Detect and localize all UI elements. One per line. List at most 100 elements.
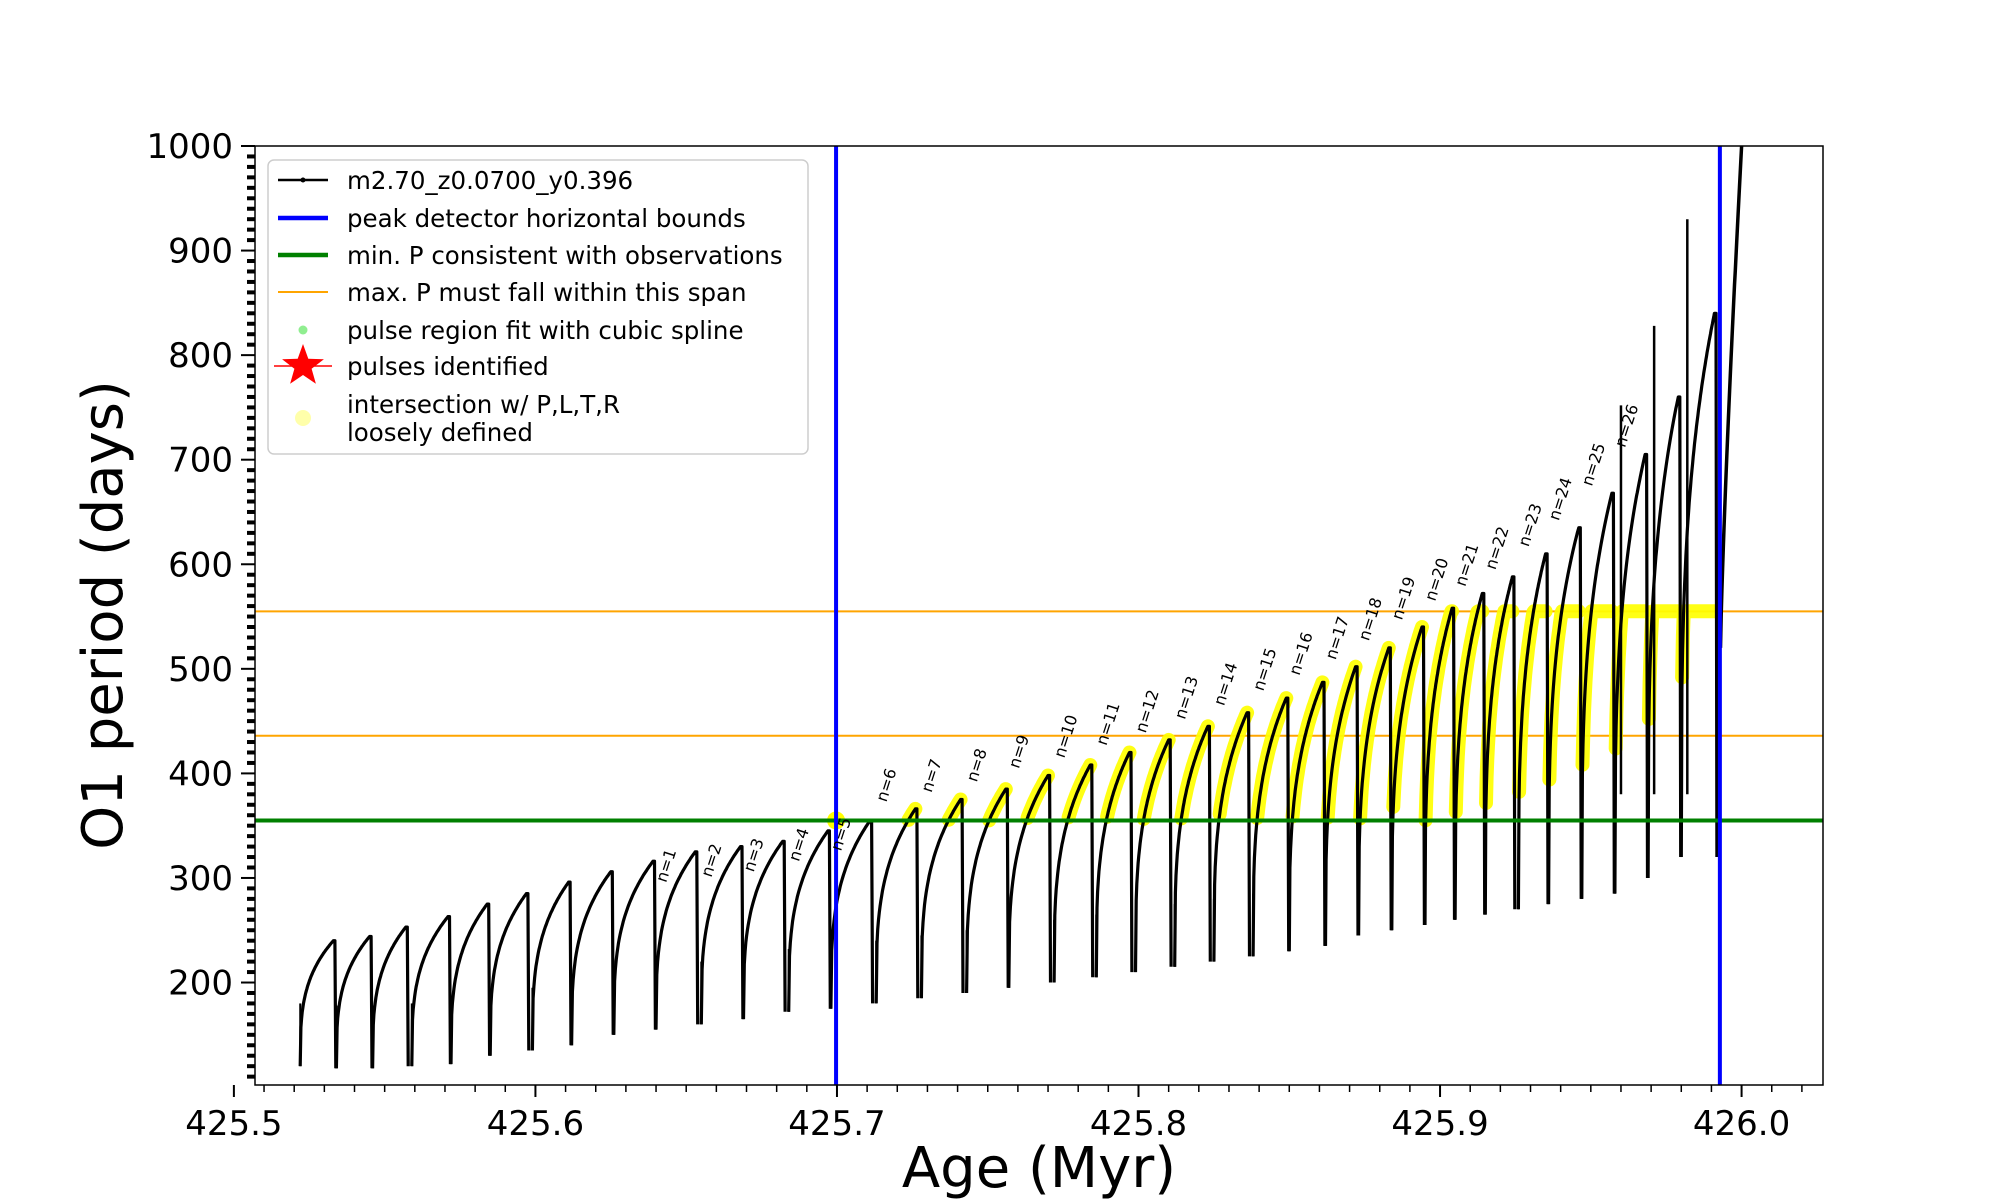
x-axis: 425.5 425.6 425.7 425.8 425.9 426.0: [185, 1085, 1803, 1144]
pulse-label-12: n=3: [739, 836, 767, 874]
intersection-band-22: [1174, 719, 1215, 826]
legend-label-pulses: pulses identified: [347, 352, 549, 381]
pulse-label-10: n=1: [652, 846, 680, 884]
intersection-band-34: [1575, 604, 1619, 772]
model-segment-5: [449, 902, 492, 1065]
y-tick-label-5: 600: [168, 545, 233, 585]
legend-label-loose-line2: loosely defined: [347, 418, 533, 447]
model-segment-1: [298, 939, 338, 1069]
model-segment-2: [334, 934, 374, 1069]
model-final-rise: [1718, 146, 1744, 648]
model-segment-25: [1287, 680, 1327, 952]
legend-label-loose: intersection w/ P,L,T,R: [347, 390, 620, 419]
pulse-label-25: n=16: [1285, 630, 1317, 678]
pulse-label-15: n=6: [872, 766, 900, 804]
pulse-label-22: n=13: [1170, 674, 1202, 722]
x-tick-label-2: 425.6: [487, 1104, 584, 1144]
legend-handle-spline: [298, 325, 308, 335]
intersection-band-25: [1285, 675, 1330, 824]
y-tick-label-4: 500: [168, 650, 233, 690]
model-segment-22: [1173, 724, 1212, 967]
model-segment-24: [1251, 696, 1291, 957]
model-segment-13: [787, 829, 832, 1012]
pulse-label-35: n=26: [1611, 402, 1643, 450]
pulse-label-33: n=24: [1544, 475, 1576, 523]
intersection-band-29: [1418, 604, 1460, 828]
pulse-label-23: n=14: [1210, 660, 1242, 708]
pulse-label-30: n=21: [1451, 541, 1483, 589]
legend-handle-model-marker: [300, 177, 306, 183]
model-segment-15: [874, 807, 920, 1004]
pulse-label-32: n=23: [1514, 501, 1546, 549]
model-segment-3: [371, 925, 410, 1069]
model-segment-21: [1133, 738, 1173, 973]
model-segment-10: [654, 850, 700, 1030]
model-segment-11: [699, 845, 745, 1025]
x-tick-label-5: 425.9: [1391, 1104, 1488, 1144]
pulse-label-27: n=18: [1354, 595, 1386, 643]
pulse-label-24: n=15: [1249, 645, 1281, 693]
legend-box: [267, 159, 809, 455]
model-segment-18: [1007, 773, 1053, 988]
pulse-label-13: n=4: [784, 826, 812, 864]
model-curve: [298, 146, 1744, 1069]
model-segment-28: [1390, 625, 1426, 931]
model-segment-27: [1357, 646, 1393, 936]
model-segment-31: [1483, 575, 1517, 915]
y-tick-label-3: 400: [168, 754, 233, 794]
y-tick-label-8: 900: [168, 232, 233, 272]
legend-label-min_p: min. P consistent with observations: [347, 241, 783, 270]
pulse-label-17: n=8: [962, 746, 990, 784]
intersection-band-27: [1353, 640, 1396, 826]
pulse-label-11: n=2: [697, 841, 725, 879]
pulse-label-21: n=12: [1131, 687, 1163, 735]
intersection-band-26: [1320, 659, 1363, 825]
pulse-label-20: n=11: [1092, 700, 1124, 748]
legend-label-bounds: peak detector horizontal bounds: [347, 204, 746, 233]
y-axis-title: O1 period (days): [71, 380, 136, 850]
legend-label-max_p_span: max. P must fall within this span: [347, 278, 747, 307]
model-segment-17: [965, 787, 1010, 994]
pulse-label-26: n=17: [1321, 614, 1353, 662]
model-segment-26: [1323, 665, 1360, 946]
x-axis-title: Age (Myr): [902, 1136, 1176, 1200]
intersection-band-24: [1250, 691, 1294, 825]
y-tick-label-2: 300: [168, 859, 233, 899]
detector-bounds: [834, 146, 1722, 1085]
legend-handle-loose: [295, 410, 311, 426]
model-segment-20: [1094, 750, 1134, 978]
model-segment-19: [1052, 763, 1095, 983]
legend-label-model: m2.70_z0.0700_y0.396: [347, 166, 633, 195]
model-segment-16: [919, 797, 965, 999]
y-axis: 200 300 400 500 600 700 800 900 1000: [146, 127, 255, 1079]
x-tick-label-3: 425.7: [788, 1104, 885, 1144]
x-tick-label-4: 425.8: [1090, 1104, 1187, 1144]
model-segment-32: [1516, 552, 1550, 910]
pulse-label-16: n=7: [917, 757, 945, 795]
model-segment-12: [741, 839, 787, 1020]
model-segment-33: [1547, 526, 1583, 905]
pulse-label-31: n=22: [1481, 524, 1513, 572]
pulse-label-34: n=25: [1578, 441, 1610, 489]
pulse-label-18: n=9: [1005, 732, 1033, 770]
model-segment-8: [570, 870, 615, 1046]
y-tick-label-6: 700: [168, 441, 233, 481]
model-segment-7: [530, 880, 573, 1051]
pulse-label-29: n=20: [1421, 556, 1453, 604]
x-tick-label-6: 426.0: [1693, 1104, 1790, 1144]
model-segment-34: [1580, 491, 1616, 899]
intersection-band-23: [1212, 705, 1255, 822]
legend-label-spline: pulse region fit with cubic spline: [347, 316, 744, 345]
intersection-band-28: [1386, 620, 1429, 814]
model-segment-4: [410, 915, 452, 1067]
y-tick-label-7: 800: [168, 336, 233, 376]
legend-handle-pulses-star: [282, 344, 324, 384]
model-segment-30: [1453, 591, 1487, 920]
model-segment-29: [1423, 606, 1457, 926]
model-segment-9: [612, 859, 657, 1035]
model-segment-6: [488, 892, 531, 1056]
model-segment-23: [1212, 711, 1252, 962]
y-tick-label-9: 1000: [146, 127, 233, 167]
